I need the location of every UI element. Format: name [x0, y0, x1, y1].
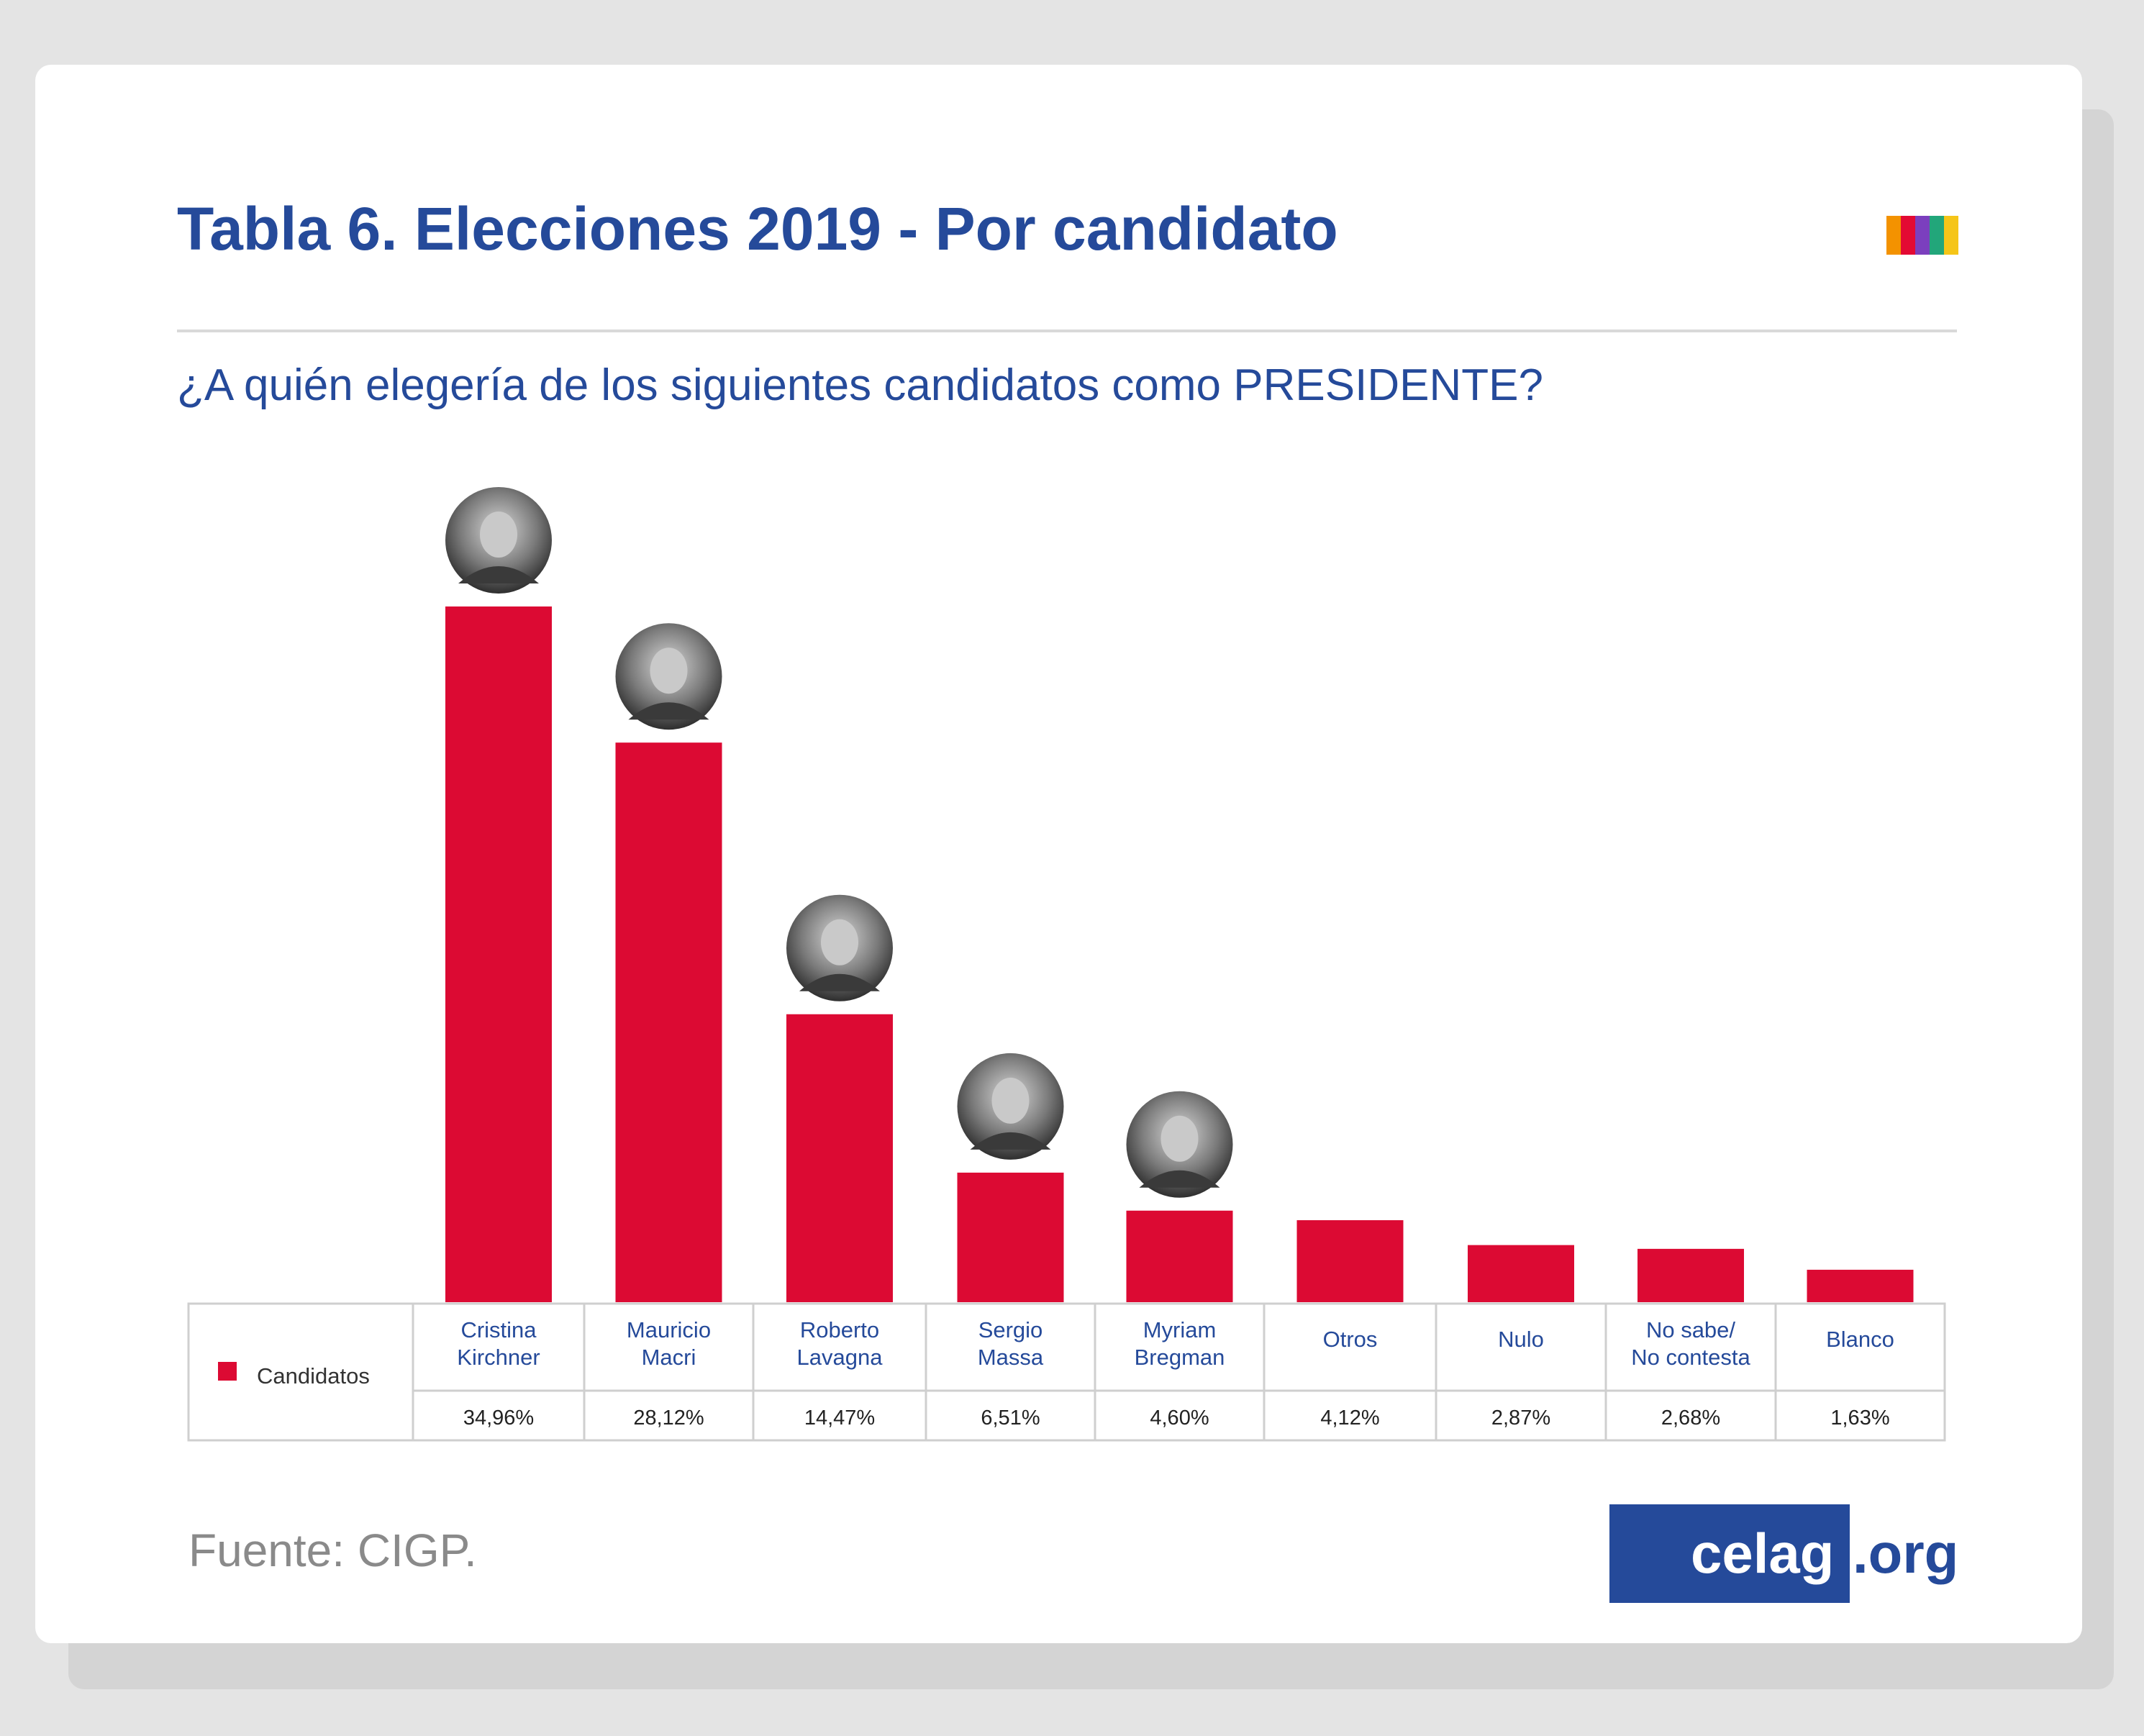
value-label: 28,12% [633, 1406, 704, 1430]
legend-label: Candidatos [257, 1363, 370, 1389]
bar-sergio-massa [957, 1172, 1064, 1302]
cristina-kirchner-photo-icon [445, 487, 552, 594]
chart-question: ¿A quién elegería de los siguientes cand… [177, 360, 1543, 410]
logo-bar-purple [1915, 216, 1930, 255]
celag-color-logo-icon [1886, 216, 1958, 255]
category-label: Roberto [800, 1317, 879, 1342]
bar-nulo [1468, 1245, 1574, 1302]
legend-swatch [218, 1362, 237, 1381]
category-label: Sergio [978, 1317, 1043, 1342]
logo-bar-orange [1886, 216, 1901, 255]
category-label: Myriam [1143, 1317, 1217, 1342]
logo-bar-green [1930, 216, 1944, 255]
photos-group [445, 487, 1233, 1198]
chart-card [35, 65, 2082, 1643]
bar-otros [1296, 1220, 1404, 1302]
value-label: 14,47% [804, 1406, 875, 1430]
bar-blanco [1807, 1269, 1914, 1302]
bar-roberto-lavagna [786, 1014, 893, 1302]
bar-mauricio-macri [615, 742, 722, 1302]
value-label: 34,96% [463, 1406, 534, 1430]
sergio-massa-photo-icon [957, 1053, 1064, 1160]
chart-title: Tabla 6. Elecciones 2019 - Por candidato [177, 195, 1338, 263]
mauricio-macri-photo-icon [615, 623, 722, 730]
logo-bar-yellow [1944, 216, 1958, 255]
category-label: Mauricio [627, 1317, 711, 1342]
data-table: Candidatos Cristina Kirchner 34,96% Mauricio… [187, 1302, 1946, 1442]
category-label: Cristina [460, 1317, 537, 1342]
value-label: 4,12% [1320, 1406, 1379, 1430]
value-label: 2,87% [1491, 1406, 1550, 1430]
category-label: Massa [978, 1345, 1044, 1370]
value-label: 4,60% [1150, 1406, 1209, 1430]
category-label: No sabe/ [1646, 1317, 1735, 1342]
table-frame [187, 1302, 1946, 1442]
category-label: No contesta [1631, 1345, 1750, 1370]
value-label: 6,51% [981, 1406, 1040, 1430]
category-label: Lavagna [797, 1345, 884, 1370]
category-label: Kirchner [457, 1345, 540, 1370]
category-label: Otros [1323, 1327, 1378, 1352]
category-label: Nulo [1498, 1327, 1544, 1352]
brand-main: celag [1609, 1504, 1850, 1603]
category-label: Bregman [1135, 1345, 1225, 1370]
roberto-lavagna-photo-icon [786, 894, 893, 1001]
category-label: Macri [642, 1345, 696, 1370]
logo-bar-red [1901, 216, 1915, 255]
bars-group [445, 606, 1914, 1302]
myriam-bregman-photo-icon [1126, 1091, 1233, 1198]
category-label: Blanco [1826, 1327, 1894, 1352]
bar-no-sabe-no-contesta [1637, 1248, 1744, 1302]
value-label: 1,63% [1830, 1406, 1889, 1430]
bar-cristina-kirchner [445, 606, 552, 1302]
value-label: 2,68% [1661, 1406, 1720, 1430]
bar-myriam-bregman [1126, 1210, 1233, 1302]
brand-suffix: .org [1853, 1522, 1959, 1585]
celag-brand-logo: celag .org [1609, 1504, 1958, 1603]
source-note: Fuente: CIGP. [188, 1524, 477, 1576]
title-divider [177, 330, 1957, 332]
